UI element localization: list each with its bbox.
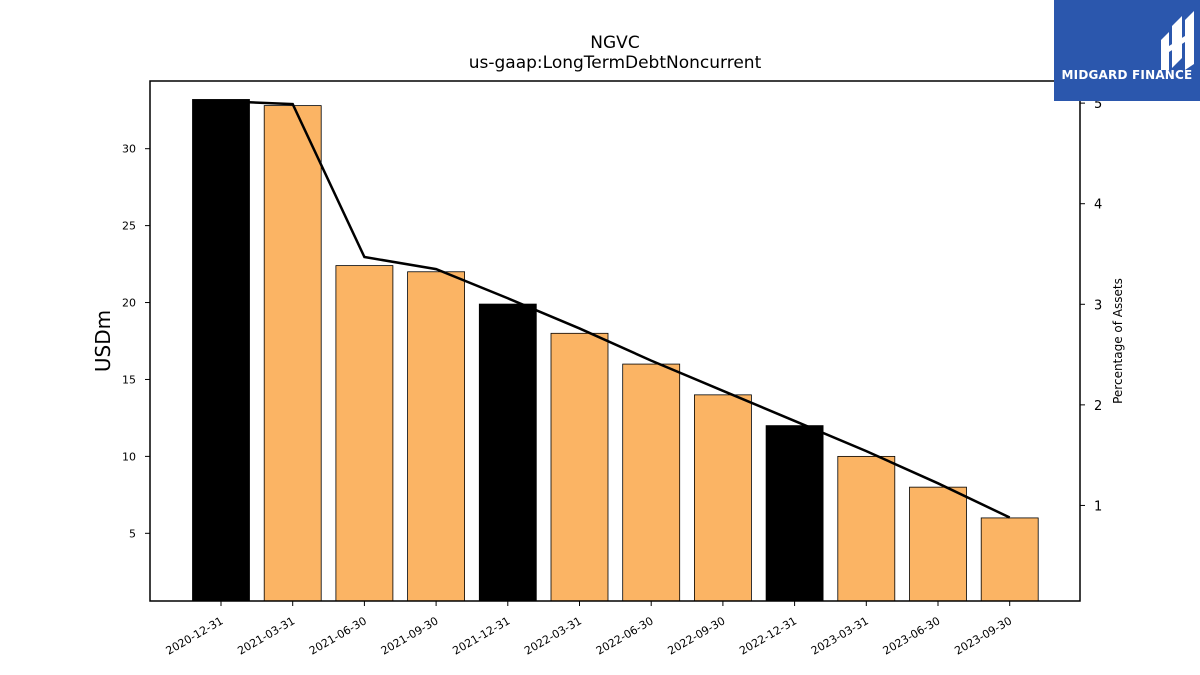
chart-title: NGVC [590,33,639,53]
y-axis-label: USDm [91,310,115,372]
x-axis: 2020-12-31 2021-03-31 2021-06-30 2021-09-30… [164,601,1014,658]
bar [335,265,394,602]
y2-tick-label: 4 [1094,198,1102,213]
bar [263,105,322,602]
x-tick-label: 2022-03-31 [522,614,584,657]
percentage-line [220,99,1011,519]
y2-tick-label: 2 [1094,399,1102,414]
logo-mark-icon [1161,11,1194,70]
x-tick-label: 2022-06-30 [594,614,656,657]
x-tick-label: 2021-06-30 [307,614,369,657]
y2-tick-label: 1 [1094,499,1102,514]
bar [837,455,896,602]
x-tick-label: 2023-03-31 [809,614,871,657]
y-tick-label: 15 [122,373,136,386]
y2-axis-label: Percentage of Assets [1111,278,1125,404]
bar [622,363,681,602]
x-tick-label: 2022-12-31 [737,614,799,657]
x-tick-label: 2021-09-30 [379,614,441,657]
bar [478,303,537,602]
y-tick-label: 30 [122,143,136,156]
x-tick-label: 2023-09-30 [952,614,1014,657]
y-axis-left: 5 10 15 20 25 30 [122,143,150,540]
bar [909,486,967,602]
y-tick-label: 5 [129,527,136,540]
y-tick-label: 25 [122,220,136,233]
midgard-finance-logo: MIDGARD FINANCE [1054,0,1200,101]
y-tick-label: 20 [122,297,136,310]
bar [694,394,752,602]
x-tick-label: 2020-12-31 [164,614,226,657]
bar-layer [192,99,1039,602]
y2-tick-label: 5 [1094,97,1102,112]
bar [407,271,466,602]
x-tick-label: 2021-03-31 [235,614,297,657]
logo-text: MIDGARD FINANCE [1061,68,1193,82]
line-layer [220,99,1011,519]
x-tick-label: 2023-06-30 [881,614,943,657]
bar [980,517,1039,602]
y-axis-right: 1 2 3 4 5 [1080,97,1102,514]
x-tick-label: 2021-12-31 [450,614,512,657]
y2-tick-label: 3 [1094,298,1102,313]
y-tick-label: 10 [122,450,136,463]
plot-frame [149,80,1081,602]
bar [765,425,824,602]
bar [550,332,609,602]
chart-subtitle: us-gaap:LongTermDebtNoncurrent [469,53,762,73]
x-tick-label: 2022-09-30 [666,614,728,657]
bar [192,99,250,602]
